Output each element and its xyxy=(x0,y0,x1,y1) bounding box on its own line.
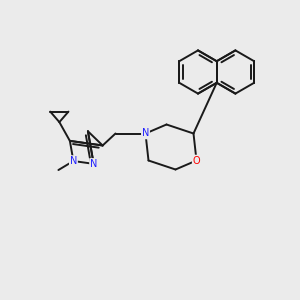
Text: O: O xyxy=(193,155,200,166)
Text: N: N xyxy=(90,159,98,169)
Text: N: N xyxy=(142,128,149,139)
Text: N: N xyxy=(70,156,77,166)
